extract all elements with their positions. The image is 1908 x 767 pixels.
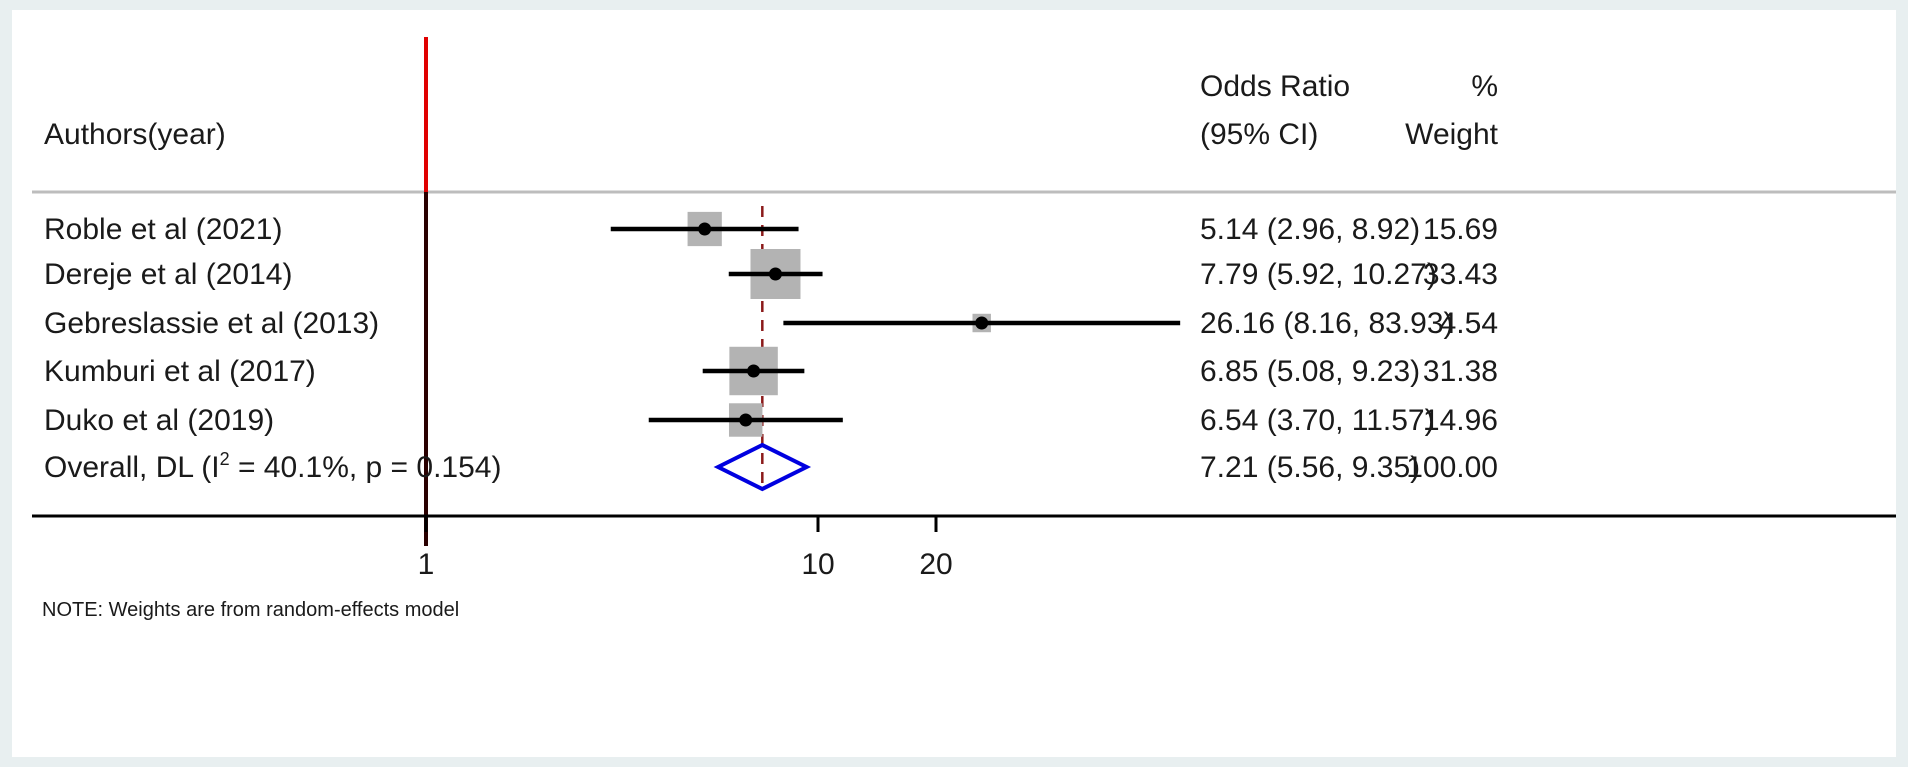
study-label: Kumburi et al (2017) <box>44 355 316 388</box>
weights-note: NOTE: Weights are from random-effects mo… <box>42 599 459 621</box>
forest-plot-panel: Authors(year) Odds Ratio (95% CI)% Weight Ro… <box>12 10 1896 757</box>
study-ci-text: 26.16 (8.16, 83.93) <box>1200 307 1454 340</box>
x-tick-label: 10 <box>801 548 834 581</box>
study-weight-text: 33.43 <box>1423 258 1498 291</box>
study-weight-text: 4.54 <box>1440 307 1498 340</box>
overall-weight-text: 100.00 <box>1406 451 1498 484</box>
pooled-estimate-diamond <box>713 442 812 492</box>
study-label: Duko et al (2019) <box>44 404 274 437</box>
study-weight-text: 31.38 <box>1423 355 1498 388</box>
study-ci-text: 5.14 (2.96, 8.92) <box>1200 213 1420 246</box>
header-percent-label: % <box>1471 70 1498 103</box>
point-estimate <box>698 222 712 236</box>
study-ci-text: 6.54 (3.70, 11.57) <box>1200 404 1435 437</box>
study-weight-text: 15.69 <box>1423 213 1498 246</box>
point-estimate <box>747 364 761 378</box>
point-estimate <box>739 413 753 427</box>
header-weight-label: Weight <box>1405 118 1498 151</box>
study-weight-text: 14.96 <box>1423 404 1498 437</box>
study-ci-text: 6.85 (5.08, 9.23) <box>1200 355 1420 388</box>
point-estimate <box>768 267 782 281</box>
forest-plot: Authors(year) Odds Ratio (95% CI)% Weight Ro… <box>32 37 1896 621</box>
overall-ci-text: 7.21 (5.56, 9.35) <box>1200 451 1420 484</box>
x-tick-label: 20 <box>919 548 952 581</box>
header-study-label: Authors(year) <box>44 118 226 151</box>
overall-label: Overall, DL (I2 = 40.1%, p = 0.154) <box>44 449 501 484</box>
study-label: Dereje et al (2014) <box>44 258 292 291</box>
study-label: Gebreslassie et al (2013) <box>44 307 379 340</box>
header-ci-label: (95% CI) <box>1200 118 1318 151</box>
header-effect-label: Odds Ratio <box>1200 70 1350 103</box>
point-estimate <box>975 316 989 330</box>
study-ci-text: 7.79 (5.92, 10.27) <box>1200 258 1437 291</box>
study-label: Roble et al (2021) <box>44 213 282 246</box>
x-tick-label: 1 <box>418 548 435 581</box>
